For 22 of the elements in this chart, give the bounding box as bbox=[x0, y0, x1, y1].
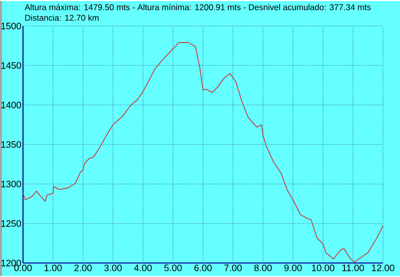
x-tick-label: 5.00 bbox=[164, 264, 182, 272]
y-tick-label: 1250 bbox=[1, 220, 22, 227]
x-tick-label: 8.00 bbox=[254, 264, 272, 272]
x-tick-label: 6.00 bbox=[194, 264, 212, 272]
chart-title: Altura máxima: 1479.50 mts - Altura mínima: 1200.91 mts - Desnivel acumulado: 377.34 mts bbox=[24, 4, 371, 10]
x-tick-label: 10.00 bbox=[312, 264, 334, 272]
x-tick-label: 1.00 bbox=[44, 264, 62, 272]
y-tick-label: 1300 bbox=[1, 180, 22, 188]
x-tick-label: 7.00 bbox=[224, 264, 242, 272]
x-tick-label: 3.00 bbox=[104, 264, 122, 272]
x-tick-label: 4.00 bbox=[134, 264, 152, 272]
y-tick-label: 1500 bbox=[1, 22, 22, 30]
x-tick-label: 11.00 bbox=[342, 264, 364, 272]
x-tick-label: 12.00 bbox=[372, 264, 394, 272]
y-tick-label: 1200 bbox=[1, 260, 22, 266]
y-tick-label: 1400 bbox=[1, 102, 22, 108]
y-tick-label: 1450 bbox=[1, 62, 22, 69]
chart-subtitle: Distancia: 12.70 km bbox=[25, 14, 99, 21]
x-tick-label: 0.00 bbox=[14, 264, 32, 272]
y-tick-label: 1350 bbox=[1, 141, 22, 148]
x-tick-label: 9.00 bbox=[284, 264, 302, 272]
x-tick-label: 2.00 bbox=[74, 264, 92, 272]
